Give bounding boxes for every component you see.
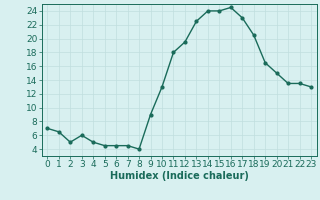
X-axis label: Humidex (Indice chaleur): Humidex (Indice chaleur) bbox=[110, 171, 249, 181]
